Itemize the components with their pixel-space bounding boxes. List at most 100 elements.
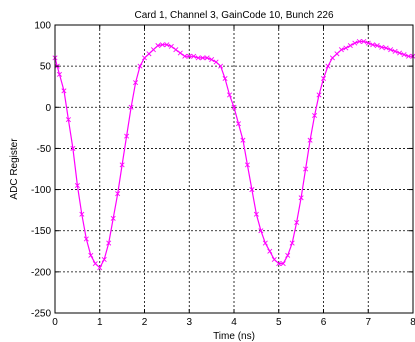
data-point-marker — [307, 137, 313, 143]
data-point-marker — [141, 55, 148, 61]
data-point-marker — [61, 88, 67, 94]
data-point-marker — [74, 182, 80, 188]
data-point-marker — [106, 240, 112, 246]
data-point-marker — [356, 38, 362, 44]
data-point-marker — [79, 211, 85, 217]
data-point-marker — [204, 55, 210, 61]
data-point-marker — [276, 261, 282, 267]
x-tick-label: 0 — [52, 317, 58, 328]
data-point-marker — [343, 45, 349, 51]
data-point-marker — [285, 252, 291, 258]
x-tick-label: 5 — [276, 317, 282, 328]
data-point-marker — [289, 240, 295, 246]
grid-lines — [55, 25, 413, 313]
data-point-marker — [186, 53, 192, 59]
data-point-marker — [88, 252, 94, 258]
data-point-marker — [70, 145, 76, 151]
data-point-marker — [374, 43, 380, 49]
data-point-marker — [227, 92, 233, 98]
x-axis-label: Time (ns) — [213, 331, 255, 342]
data-point-marker — [65, 117, 71, 123]
data-point-marker — [137, 63, 143, 69]
data-point-marker — [195, 55, 201, 61]
data-point-marker — [159, 42, 165, 48]
data-point-marker — [244, 162, 250, 168]
data-point-marker — [392, 48, 398, 54]
data-point-marker — [388, 47, 394, 53]
x-tick-label: 1 — [97, 317, 103, 328]
data-point-marker — [173, 47, 179, 53]
y-tick-label: -250 — [31, 309, 51, 320]
x-ticks: 0 1 2 3 4 5 6 7 8 — [52, 25, 415, 328]
data-point-marker — [280, 261, 286, 267]
data-point-marker — [213, 59, 219, 65]
data-point-marker — [253, 211, 259, 217]
chart-title: Card 1, Channel 3, GainCode 10, Bunch 22… — [134, 10, 333, 21]
y-tick-label: -100 — [31, 185, 51, 196]
x-tick-label: 2 — [142, 317, 148, 328]
data-point-marker — [56, 71, 62, 77]
x-tick-label: 3 — [186, 317, 192, 328]
y-tick-label: 0 — [45, 103, 51, 114]
data-point-marker — [240, 137, 246, 143]
x-tick-label: 6 — [321, 317, 327, 328]
data-point-marker — [338, 47, 344, 53]
data-point-marker — [298, 195, 304, 201]
x-tick-label: 8 — [410, 317, 415, 328]
y-axis-label: ADC Register — [9, 138, 20, 200]
series-line — [54, 40, 413, 269]
data-point-marker — [267, 248, 273, 254]
x-tick-label: 4 — [231, 317, 237, 328]
data-point-marker — [150, 47, 156, 53]
data-point-marker — [235, 121, 241, 127]
data-point-marker — [320, 75, 327, 82]
y-tick-label: -200 — [31, 267, 51, 278]
data-point-marker — [101, 256, 107, 263]
data-point-marker — [231, 104, 237, 110]
data-point-marker — [249, 187, 255, 193]
data-point-marker — [406, 53, 412, 59]
data-point-marker — [155, 43, 161, 49]
data-point-marker — [303, 166, 309, 172]
data-point-marker — [271, 256, 277, 263]
data-point-marker — [119, 162, 125, 168]
data-point-marker — [128, 104, 134, 110]
data-point-marker — [182, 53, 188, 59]
data-point-marker — [209, 57, 215, 63]
x-tick-label: 7 — [365, 317, 371, 328]
data-point-marker — [177, 50, 183, 56]
data-point-marker — [191, 53, 197, 59]
data-point-marker — [83, 236, 89, 242]
data-point-marker — [365, 40, 371, 46]
y-tick-label: -150 — [31, 226, 51, 237]
y-tick-label: 100 — [34, 21, 51, 32]
data-point-marker — [133, 80, 139, 86]
data-point-marker — [168, 43, 174, 49]
series-layer — [52, 38, 415, 271]
data-point-marker — [146, 51, 152, 57]
y-tick-label: 50 — [40, 62, 52, 73]
data-point-marker — [124, 133, 130, 139]
data-point-marker — [352, 40, 358, 46]
data-point-marker — [258, 228, 264, 234]
data-point-marker — [312, 112, 318, 119]
data-point-marker — [361, 38, 367, 44]
y-ticks: -250 -200 -150 -100 -50 0 50 100 — [31, 21, 413, 320]
data-point-marker — [383, 45, 389, 51]
data-point-marker — [222, 75, 228, 82]
data-point-marker — [334, 51, 340, 57]
data-point-marker — [401, 52, 407, 58]
data-point-marker — [397, 50, 403, 56]
data-point-marker — [316, 92, 322, 98]
data-point-marker — [329, 55, 335, 61]
data-point-marker — [294, 219, 300, 226]
data-point-marker — [110, 215, 116, 221]
data-point-marker — [218, 63, 224, 69]
data-point-marker — [92, 261, 98, 267]
data-point-marker — [97, 265, 103, 271]
data-point-marker — [325, 63, 331, 69]
y-tick-label: -50 — [37, 144, 52, 155]
data-point-marker — [370, 42, 376, 48]
data-point-marker — [200, 55, 206, 61]
